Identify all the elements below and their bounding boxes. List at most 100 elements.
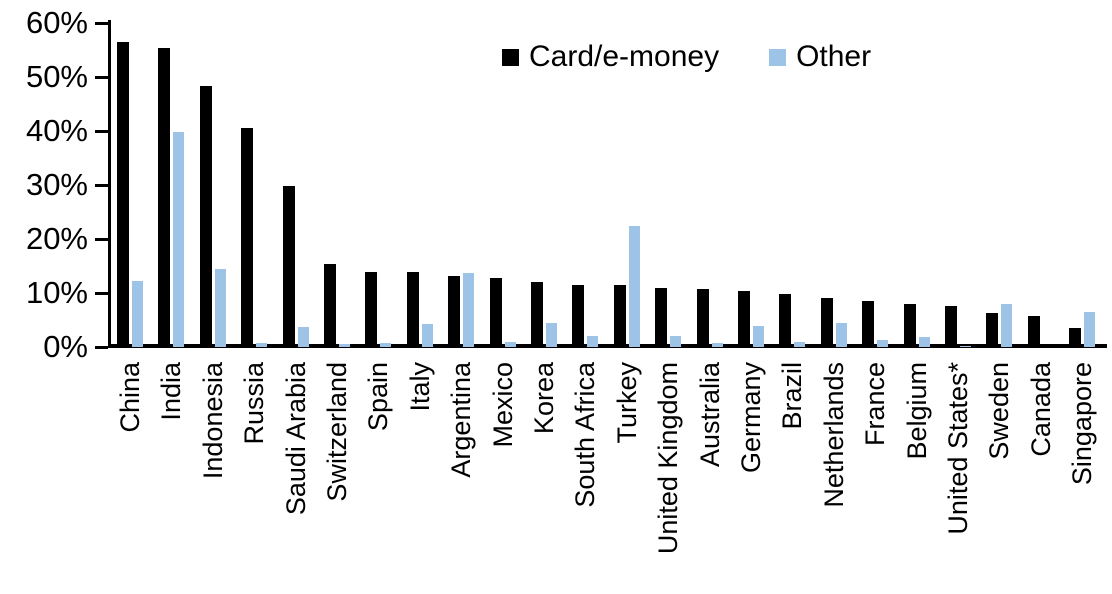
legend-item-other: Other	[769, 40, 871, 74]
x-label-text: United States*	[943, 362, 973, 535]
x-label-text: China	[115, 362, 145, 433]
legend-label-card-e-money: Card/e-money	[529, 40, 720, 73]
x-label-china: China	[114, 362, 146, 433]
bar-other-turkey	[628, 225, 640, 347]
x-label-text: Spain	[363, 362, 394, 432]
x-label-united-kingdom: United Kingdom	[652, 362, 684, 554]
bar-other-india	[173, 132, 185, 347]
x-label-text: Mexico	[487, 362, 518, 448]
x-label-singapore: Singapore	[1066, 362, 1098, 485]
bar-other-australia	[711, 342, 723, 347]
x-label-brazil: Brazil	[776, 362, 808, 430]
x-label-germany: Germany	[735, 362, 767, 473]
bar-other-sweden	[1001, 304, 1013, 347]
bar-card-e-money-belgium	[903, 304, 916, 347]
x-label-russia: Russia	[238, 362, 270, 445]
x-label-text: Russia	[239, 362, 270, 445]
x-label-text: Turkey	[611, 362, 642, 444]
bar-other-united-kingdom	[670, 335, 682, 347]
x-label-text: Italy	[404, 362, 435, 412]
x-label-netherlands: Netherlands	[818, 362, 850, 508]
x-label-text: Indonesia	[197, 362, 228, 480]
y-tick-label-40: 40%	[25, 113, 88, 148]
bar-card-e-money-switzerland	[324, 263, 336, 347]
bar-card-e-money-spain	[365, 271, 378, 347]
y-axis-tick	[95, 75, 108, 79]
x-label-belgium: Belgium	[901, 362, 933, 460]
legend-swatch-card-e-money	[502, 48, 519, 66]
y-axis-tick	[95, 291, 108, 295]
bar-card-e-money-netherlands	[820, 297, 833, 347]
x-label-united-states: United States*	[942, 362, 974, 535]
x-label-text: Argentina	[446, 362, 477, 478]
bar-other-mexico	[504, 341, 516, 347]
bar-other-france	[877, 339, 889, 347]
bar-card-e-money-india	[158, 48, 171, 347]
x-label-text: South Africa	[570, 362, 601, 508]
x-label-saudi-arabia: Saudi Arabia	[280, 362, 312, 515]
bar-other-spain	[380, 342, 392, 347]
x-label-turkey: Turkey	[611, 362, 643, 444]
legend-label-other: Other	[796, 40, 872, 73]
x-label-argentina: Argentina	[445, 362, 477, 478]
y-axis-tick	[95, 21, 108, 25]
bar-card-e-money-indonesia	[199, 85, 212, 347]
x-label-australia: Australia	[694, 362, 726, 467]
y-tick-label-30: 30%	[25, 167, 88, 202]
x-label-italy: Italy	[404, 362, 436, 412]
bar-card-e-money-united-states	[945, 305, 957, 347]
bar-other-russia	[256, 342, 268, 347]
x-label-text: Korea	[529, 362, 559, 435]
bar-other-south-africa	[587, 336, 599, 347]
x-label-text: Australia	[694, 362, 725, 468]
y-tick-label-20: 20%	[25, 221, 88, 256]
x-label-text: Saudi Arabia	[280, 362, 311, 516]
x-label-sweden: Sweden	[983, 362, 1015, 460]
x-label-indonesia: Indonesia	[197, 362, 229, 479]
x-label-france: France	[859, 362, 891, 446]
bar-card-e-money-canada	[1027, 316, 1040, 347]
bar-card-e-money-argentina	[448, 275, 461, 347]
x-label-text: Switzerland	[322, 362, 352, 502]
x-label-text: Netherlands	[818, 362, 849, 508]
x-label-text: Brazil	[777, 362, 808, 430]
x-label-text: Belgium	[901, 362, 932, 460]
y-axis-tick	[95, 237, 108, 241]
x-label-india: India	[155, 362, 187, 421]
bar-card-e-money-mexico	[489, 278, 502, 347]
bar-other-indonesia	[214, 269, 226, 347]
x-label-text: Germany	[736, 362, 766, 474]
bar-card-e-money-australia	[696, 289, 709, 347]
bar-other-united-states	[960, 345, 971, 347]
bar-other-brazil	[794, 342, 806, 347]
bar-card-e-money-china	[117, 42, 129, 347]
y-axis-tick	[95, 129, 108, 133]
bar-card-e-money-korea	[531, 281, 543, 347]
y-tick-label-0: 0%	[43, 329, 88, 364]
x-axis-line	[108, 344, 1107, 348]
x-label-korea: Korea	[528, 362, 560, 434]
x-label-text: Singapore	[1067, 362, 1098, 486]
chart-legend: Card/e-money Other	[502, 40, 871, 74]
bar-card-e-money-singapore	[1069, 327, 1082, 347]
y-axis-tick	[95, 183, 108, 187]
legend-item-card-e-money: Card/e-money	[502, 40, 719, 74]
bar-other-singapore	[1084, 312, 1096, 347]
bar-other-switzerland	[339, 343, 350, 347]
bar-other-belgium	[918, 337, 930, 347]
bar-card-e-money-united-kingdom	[655, 288, 668, 347]
y-axis-tick	[95, 345, 108, 349]
x-label-text: India	[156, 362, 187, 421]
x-label-spain: Spain	[362, 362, 394, 431]
bar-other-netherlands	[835, 322, 847, 347]
x-label-text: United Kingdom	[653, 362, 684, 555]
x-label-canada: Canada	[1025, 362, 1057, 457]
y-axis-line	[108, 20, 111, 348]
x-label-text: Sweden	[984, 362, 1015, 460]
bar-other-china	[132, 281, 143, 347]
bar-other-argentina	[463, 273, 475, 347]
x-label-text: Canada	[1025, 362, 1056, 457]
x-label-text: France	[860, 362, 891, 447]
bar-other-italy	[421, 324, 433, 347]
bar-card-e-money-sweden	[986, 312, 999, 347]
